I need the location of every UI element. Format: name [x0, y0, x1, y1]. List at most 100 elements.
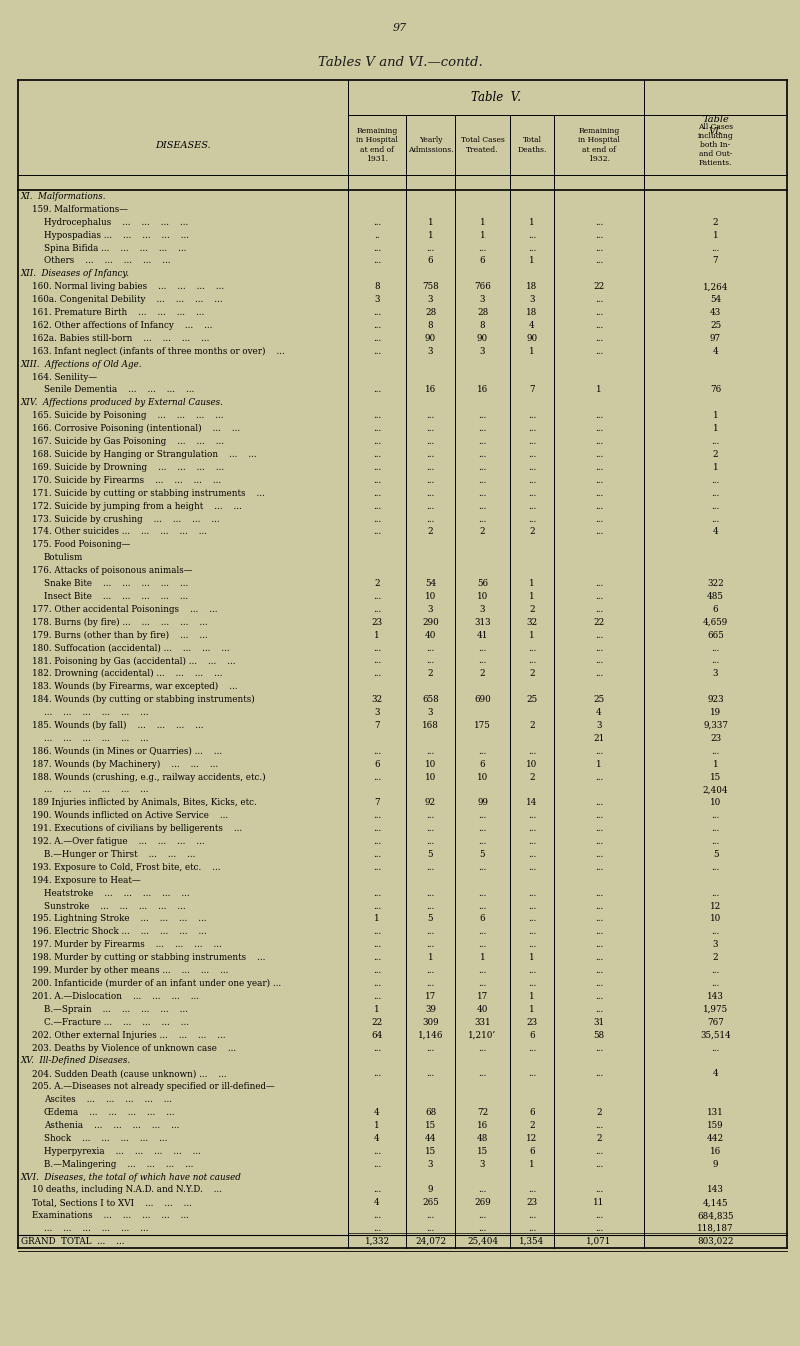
Text: 164. Senility—: 164. Senility—: [32, 373, 97, 381]
Text: ...: ...: [528, 863, 536, 872]
Text: Insect Bite    ...    ...    ...    ...    ...: Insect Bite ... ... ... ... ...: [44, 592, 188, 600]
Text: ...: ...: [595, 1121, 603, 1129]
Text: 25: 25: [594, 695, 605, 704]
Text: 187. Wounds (by Machinery)    ...    ...    ...: 187. Wounds (by Machinery) ... ... ...: [32, 759, 218, 769]
Text: Heatstroke    ...    ...    ...    ...    ...: Heatstroke ... ... ... ... ...: [44, 888, 190, 898]
Text: 76: 76: [710, 385, 721, 394]
Text: 16: 16: [710, 1147, 721, 1156]
Text: ...: ...: [595, 888, 603, 898]
Text: 15: 15: [477, 1147, 488, 1156]
Text: 2: 2: [596, 1108, 602, 1117]
Text: 10: 10: [477, 773, 488, 782]
Text: ...: ...: [478, 966, 486, 975]
Text: 3: 3: [530, 295, 534, 304]
Text: 331: 331: [474, 1018, 491, 1027]
Text: ...: ...: [373, 489, 381, 498]
Text: ...: ...: [478, 489, 486, 498]
Text: 1: 1: [713, 412, 718, 420]
Text: ...: ...: [373, 657, 381, 665]
Text: 6: 6: [480, 914, 486, 923]
Text: ...: ...: [528, 230, 536, 240]
Text: ...: ...: [595, 992, 603, 1001]
Text: 1: 1: [428, 218, 434, 226]
Text: Remaining
in Hospital
at end of
1931.: Remaining in Hospital at end of 1931.: [356, 128, 398, 163]
Text: ...: ...: [373, 592, 381, 600]
Text: ...: ...: [373, 643, 381, 653]
Text: ...: ...: [373, 604, 381, 614]
Text: 15: 15: [710, 773, 721, 782]
Text: ...: ...: [595, 528, 603, 537]
Text: ...: ...: [373, 953, 381, 962]
Text: 10 deaths, including N.A.D. and N.Y.D.    ...: 10 deaths, including N.A.D. and N.Y.D. .…: [32, 1186, 222, 1194]
Text: 179. Burns (other than by fire)    ...    ...: 179. Burns (other than by fire) ... ...: [32, 630, 208, 639]
Text: ...: ...: [373, 347, 381, 355]
Text: ...: ...: [373, 257, 381, 265]
Text: ...: ...: [478, 424, 486, 433]
Text: 309: 309: [422, 1018, 439, 1027]
Text: 2: 2: [596, 1133, 602, 1143]
Text: 1: 1: [713, 424, 718, 433]
Text: 192. A.—Over fatigue    ...    ...    ...    ...: 192. A.—Over fatigue ... ... ... ...: [32, 837, 205, 847]
Text: ...: ...: [595, 643, 603, 653]
Text: 64: 64: [371, 1031, 382, 1039]
Text: ...: ...: [373, 502, 381, 510]
Text: 2: 2: [480, 669, 486, 678]
Text: 1: 1: [480, 218, 486, 226]
Text: 143: 143: [707, 1186, 724, 1194]
Text: 1: 1: [428, 230, 434, 240]
Text: 10: 10: [425, 773, 436, 782]
Text: Others    ...    ...    ...    ...    ...: Others ... ... ... ... ...: [44, 257, 170, 265]
Text: 1: 1: [529, 218, 535, 226]
Text: 2: 2: [480, 528, 486, 537]
Text: 201. A.—Dislocation    ...    ...    ...    ...: 201. A.—Dislocation ... ... ... ...: [32, 992, 199, 1001]
Text: 2: 2: [529, 773, 535, 782]
Text: ...: ...: [373, 966, 381, 975]
Text: ...: ...: [373, 669, 381, 678]
Text: 4: 4: [713, 347, 718, 355]
Text: ...: ...: [595, 773, 603, 782]
Text: Total
Deaths.: Total Deaths.: [518, 136, 546, 153]
Text: ...: ...: [426, 812, 434, 820]
Text: ...: ...: [373, 812, 381, 820]
Text: 159. Malformations—: 159. Malformations—: [32, 205, 128, 214]
Text: Table  V.: Table V.: [471, 92, 521, 104]
Text: ...: ...: [595, 812, 603, 820]
Text: Remaining
in Hospital
at end of
1932.: Remaining in Hospital at end of 1932.: [578, 128, 620, 163]
Text: 2: 2: [713, 450, 718, 459]
Text: XIII.  Affections of Old Age.: XIII. Affections of Old Age.: [21, 359, 142, 369]
Text: GRAND  TOTAL  ...    ...: GRAND TOTAL ... ...: [21, 1237, 125, 1246]
Text: ...: ...: [595, 1211, 603, 1221]
Text: ..: ..: [374, 230, 380, 240]
Text: 196. Electric Shock ...    ...    ...    ...    ...: 196. Electric Shock ... ... ... ... ...: [32, 927, 206, 937]
Text: 35,514: 35,514: [700, 1031, 731, 1039]
Text: XVI.  Diseases, the total of which have not caused: XVI. Diseases, the total of which have n…: [21, 1172, 242, 1182]
Text: ...: ...: [426, 437, 434, 446]
Text: ...: ...: [595, 244, 603, 253]
Text: ...: ...: [373, 992, 381, 1001]
Text: ...: ...: [595, 747, 603, 755]
Text: 180. Suffocation (accidental) ...    ...    ...    ...: 180. Suffocation (accidental) ... ... ..…: [32, 643, 230, 653]
Text: 25: 25: [710, 320, 721, 330]
Text: 58: 58: [594, 1031, 605, 1039]
Text: 3: 3: [428, 604, 434, 614]
Text: ...: ...: [426, 412, 434, 420]
Text: ...: ...: [528, 1069, 536, 1078]
Text: ...: ...: [373, 927, 381, 937]
Text: 10: 10: [477, 592, 488, 600]
Text: ...: ...: [595, 424, 603, 433]
Text: ...: ...: [711, 747, 720, 755]
Text: ...: ...: [595, 837, 603, 847]
Text: 1: 1: [529, 1005, 535, 1014]
Text: ...: ...: [711, 475, 720, 485]
Text: ...: ...: [373, 412, 381, 420]
Text: 14: 14: [526, 798, 538, 808]
Text: ...: ...: [711, 244, 720, 253]
Text: 290: 290: [422, 618, 439, 627]
Text: ...: ...: [426, 450, 434, 459]
Text: ...: ...: [595, 902, 603, 911]
Text: ...: ...: [373, 463, 381, 472]
Text: 170. Suicide by Firearms    ...    ...    ...    ...: 170. Suicide by Firearms ... ... ... ...: [32, 475, 221, 485]
Text: 313: 313: [474, 618, 491, 627]
Text: ...: ...: [528, 1043, 536, 1053]
Text: ...: ...: [595, 927, 603, 937]
